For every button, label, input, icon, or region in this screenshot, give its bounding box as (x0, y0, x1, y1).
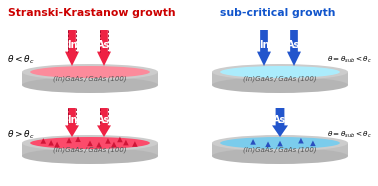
Ellipse shape (220, 137, 340, 149)
Ellipse shape (220, 66, 340, 78)
Ellipse shape (212, 77, 348, 93)
Polygon shape (310, 140, 316, 146)
Polygon shape (48, 140, 54, 146)
Polygon shape (54, 142, 60, 147)
Polygon shape (123, 140, 129, 145)
Polygon shape (105, 138, 111, 144)
Ellipse shape (22, 135, 158, 151)
Polygon shape (117, 137, 123, 142)
Polygon shape (265, 142, 271, 147)
Text: As: As (98, 115, 111, 125)
FancyArrow shape (257, 30, 271, 66)
FancyArrow shape (272, 108, 288, 137)
Text: $\theta > \theta_c$: $\theta > \theta_c$ (7, 129, 34, 141)
Polygon shape (277, 141, 283, 146)
Polygon shape (40, 138, 46, 144)
Text: In: In (259, 40, 269, 50)
Polygon shape (212, 143, 348, 156)
FancyArrow shape (97, 30, 111, 66)
Polygon shape (22, 143, 158, 156)
Polygon shape (22, 72, 158, 85)
Text: In: In (67, 40, 77, 50)
Text: (In)GaAs / GaAs (100): (In)GaAs / GaAs (100) (53, 146, 127, 153)
Text: $\theta = \theta_{sub} < \theta_c$: $\theta = \theta_{sub} < \theta_c$ (327, 55, 372, 65)
Ellipse shape (22, 64, 158, 80)
Ellipse shape (30, 66, 150, 78)
FancyArrow shape (287, 30, 301, 66)
Polygon shape (250, 139, 256, 145)
Ellipse shape (212, 135, 348, 151)
Polygon shape (75, 137, 81, 142)
Polygon shape (298, 138, 304, 143)
Ellipse shape (212, 148, 348, 164)
Polygon shape (111, 142, 117, 147)
Polygon shape (96, 142, 102, 147)
Polygon shape (87, 140, 93, 146)
Text: In: In (67, 115, 77, 125)
FancyArrow shape (97, 108, 111, 137)
Text: (In)GaAs / GaAs (100): (In)GaAs / GaAs (100) (53, 75, 127, 82)
Text: $\theta = \theta_{sub} < \theta_c$: $\theta = \theta_{sub} < \theta_c$ (327, 130, 372, 140)
Ellipse shape (22, 77, 158, 93)
Text: (In)GaAs / GaAs (100): (In)GaAs / GaAs (100) (243, 146, 317, 153)
Ellipse shape (212, 64, 348, 80)
Polygon shape (66, 138, 72, 143)
Text: sub-critical growth: sub-critical growth (220, 8, 336, 18)
Polygon shape (212, 72, 348, 85)
Ellipse shape (30, 137, 150, 149)
Ellipse shape (22, 148, 158, 164)
Text: As: As (287, 40, 301, 50)
Text: $\theta < \theta_c$: $\theta < \theta_c$ (7, 54, 34, 66)
Text: As: As (98, 40, 111, 50)
Text: Stranski-Krastanow growth: Stranski-Krastanow growth (8, 8, 176, 18)
FancyArrow shape (65, 30, 79, 66)
Text: As: As (273, 115, 287, 125)
FancyArrow shape (65, 108, 79, 137)
Text: (In)GaAs / GaAs (100): (In)GaAs / GaAs (100) (243, 75, 317, 82)
Polygon shape (132, 141, 138, 147)
